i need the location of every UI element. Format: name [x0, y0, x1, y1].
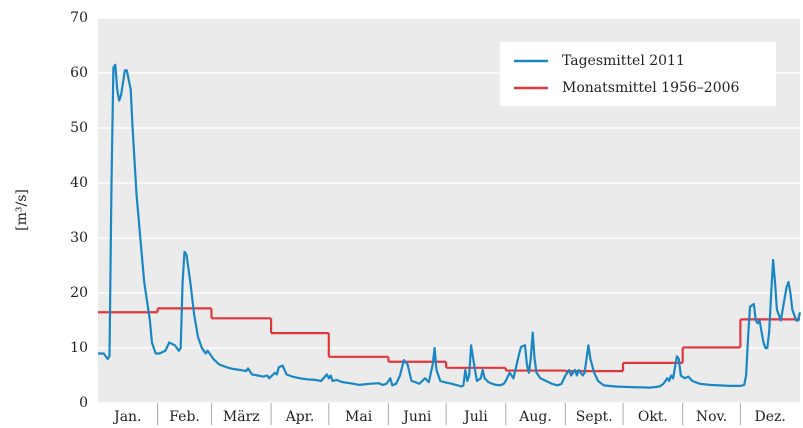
legend-label: Tagesmittel 2011	[562, 53, 685, 69]
y-tick-label: 0	[79, 395, 88, 411]
legend-box	[500, 42, 776, 106]
x-tick-label: Apr.	[285, 409, 315, 425]
x-tick-label: Jan.	[112, 409, 141, 425]
y-tick-label: 20	[70, 285, 88, 301]
x-tick-label: Okt.	[638, 409, 668, 425]
y-tick-label: 70	[70, 10, 88, 26]
x-tick-label: Aug.	[518, 409, 552, 425]
y-axis-label: [m³/s]	[14, 189, 30, 231]
y-tick-label: 50	[70, 120, 88, 136]
x-tick-label: Juli	[462, 409, 488, 425]
legend: Tagesmittel 2011 Monatsmittel 1956–2006	[500, 42, 776, 106]
y-tick-label: 30	[70, 230, 88, 246]
legend-label: Monatsmittel 1956–2006	[562, 80, 740, 96]
x-tick-label: Sept.	[576, 409, 613, 425]
x-tick-label: Feb.	[169, 409, 200, 425]
x-tick-label: Mai	[345, 409, 373, 425]
x-tick-label: Nov.	[696, 409, 727, 425]
y-tick-label: 10	[70, 340, 88, 356]
y-tick-label: 60	[70, 65, 88, 81]
x-tick-label: März	[223, 409, 260, 425]
daily-line	[98, 63, 802, 389]
y-tick-label: 40	[70, 175, 88, 191]
x-tick-label: Dez.	[755, 409, 786, 425]
x-tick-label: Juni	[401, 409, 432, 425]
